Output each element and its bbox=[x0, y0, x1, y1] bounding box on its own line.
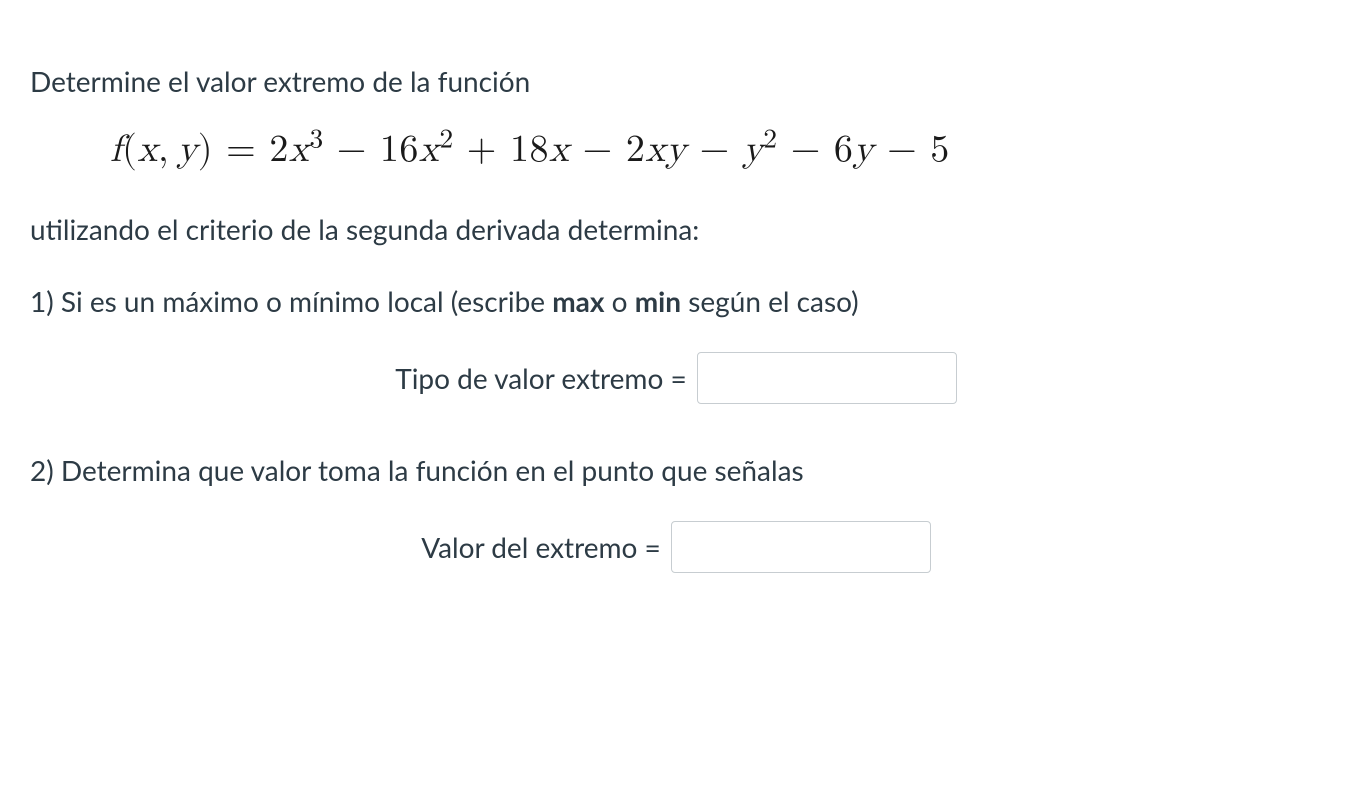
question-1: 1) Si es un máximo o mínimo local (escri… bbox=[30, 280, 1322, 322]
extreme-type-input[interactable] bbox=[697, 352, 957, 404]
q1-label: Tipo de valor extremo = bbox=[395, 361, 686, 395]
criteria-text: utilizando el criterio de la segunda der… bbox=[30, 208, 1322, 250]
q2-label: Valor del extremo = bbox=[421, 530, 661, 564]
function-equation: f(x, y) = 2x3 − 16x2 + 18x − 2xy − y2 − … bbox=[30, 127, 1322, 173]
q1-bold-max: max bbox=[552, 284, 604, 318]
extreme-value-input[interactable] bbox=[671, 521, 931, 573]
answer-row-2: Valor del extremo = bbox=[30, 521, 1322, 573]
q1-bold-min: min bbox=[635, 284, 681, 318]
intro-text: Determine el valor extremo de la función bbox=[30, 60, 1322, 102]
q1-prefix: 1) Si es un máximo o mínimo local (escri… bbox=[30, 284, 552, 318]
answer-row-1: Tipo de valor extremo = bbox=[30, 352, 1322, 404]
question-2: 2) Determina que valor toma la función e… bbox=[30, 449, 1322, 491]
q1-mid: o bbox=[605, 284, 635, 318]
q1-suffix: según el caso) bbox=[681, 284, 859, 318]
